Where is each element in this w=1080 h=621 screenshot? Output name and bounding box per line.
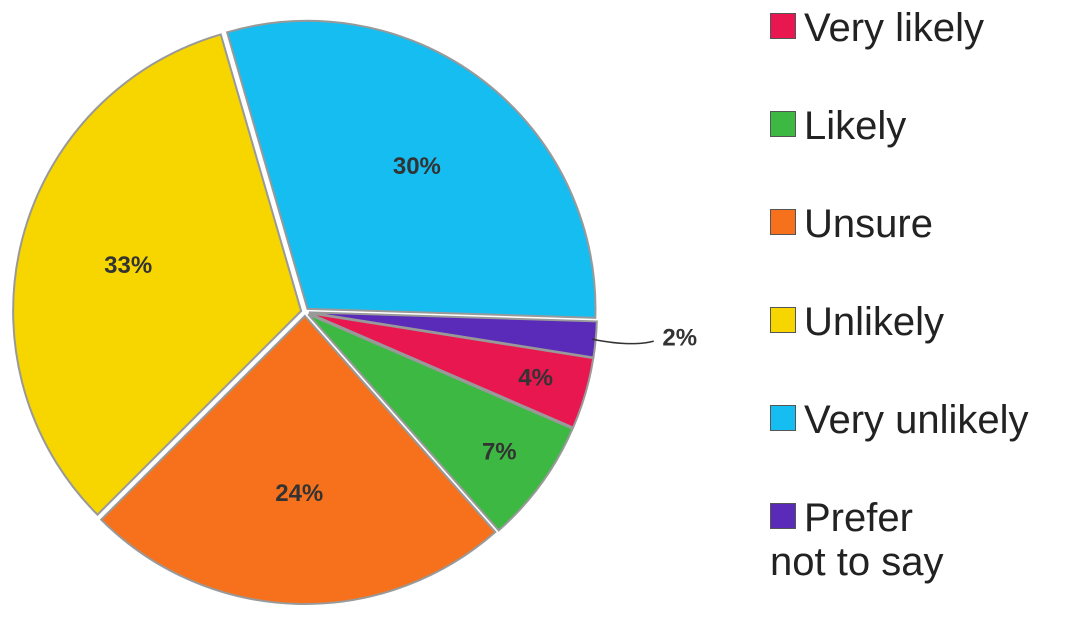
data-label: 24% xyxy=(275,480,323,507)
legend-label: Prefer not to say xyxy=(770,496,944,584)
legend-label: Very unlikely xyxy=(804,398,1029,442)
legend-item: Very likely xyxy=(770,6,1080,50)
legend-swatch xyxy=(770,503,796,529)
data-label: 4% xyxy=(518,364,553,391)
legend-swatch xyxy=(770,307,796,333)
leader-line xyxy=(591,338,654,345)
pie-slice xyxy=(307,313,574,532)
legend-item: Very unlikely xyxy=(770,398,1080,442)
data-label: 33% xyxy=(104,252,152,279)
pie-slice xyxy=(12,33,303,517)
legend-swatch xyxy=(770,209,796,235)
legend-item: Likely xyxy=(770,104,1080,148)
legend-swatch xyxy=(770,111,796,137)
legend-item: Prefer not to say xyxy=(770,496,945,584)
pie-slice xyxy=(99,314,497,605)
legend-label: Unlikely xyxy=(804,300,945,344)
pie-slice xyxy=(225,19,597,319)
legend-label: Unsure xyxy=(804,202,933,246)
data-label: 7% xyxy=(482,439,517,466)
legend-item: Unlikely xyxy=(770,300,1080,344)
chart: 4% 7% 24% 33% 30% 2% xyxy=(12,19,697,605)
legend-item: Unsure xyxy=(770,202,1080,246)
legend-label: Very likely xyxy=(804,6,985,50)
data-label: 30% xyxy=(393,153,441,180)
legend-swatch xyxy=(770,13,796,39)
legend-label: Likely xyxy=(804,104,907,148)
data-label: 2% xyxy=(662,324,697,351)
legend-swatch xyxy=(770,405,796,431)
